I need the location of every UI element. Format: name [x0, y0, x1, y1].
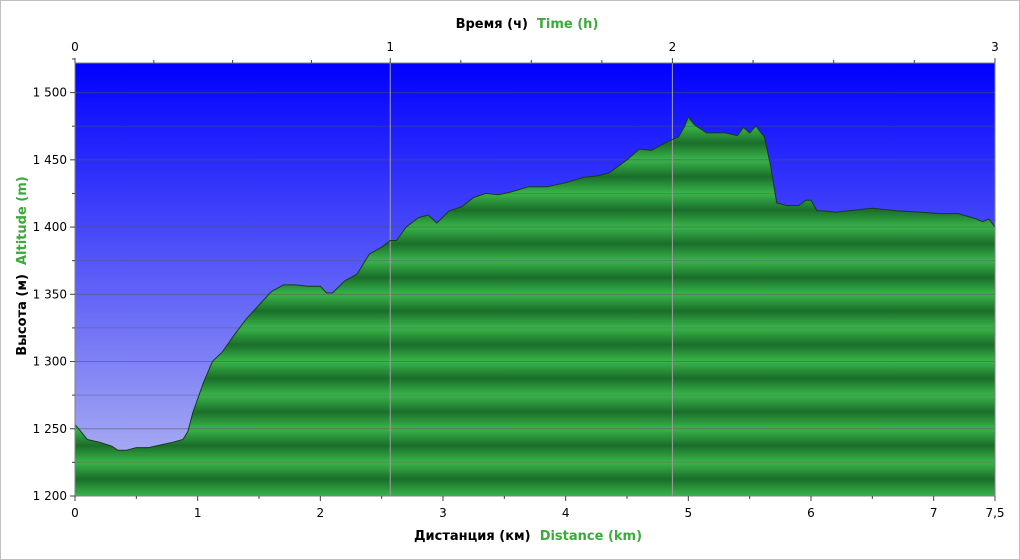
x-tick-label: 5	[685, 506, 693, 520]
x-axis-ticks: 0 1 2 3 4 5 6 7 7,5	[71, 496, 1005, 520]
x-tick-label: 3	[439, 506, 447, 520]
x-tick-label: 7	[930, 506, 938, 520]
altitude-series-line	[74, 115, 996, 451]
y-tick-label: 1 200	[33, 489, 67, 503]
time-axis-title-ru: Время (ч)	[456, 17, 528, 32]
area-band	[75, 395, 995, 429]
y-tick-label: 1 450	[33, 153, 67, 167]
time-axis-title-en: Time (h)	[537, 17, 598, 32]
time-tick-label: 3	[991, 40, 999, 54]
x-tick-label: 0	[71, 506, 79, 520]
x-tick-label: 7,5	[985, 506, 1004, 520]
x-tick-label: 1	[194, 506, 202, 520]
y-tick-label: 1 350	[33, 287, 67, 301]
distance-axis-title-ru: Дистанция (км)	[414, 529, 531, 544]
y-axis-ticks: 1 200 1 250 1 300 1 350 1 400 1 450 1 500	[33, 58, 75, 503]
y-tick-label: 1 400	[33, 220, 67, 234]
area-band	[75, 361, 995, 396]
time-gridlines	[389, 63, 673, 496]
y-tick-label: 1 500	[33, 86, 67, 100]
distance-axis-title: Дистанция (км) Distance (km)	[414, 525, 642, 544]
altitude-axis-title-ru: Высота (м)	[15, 274, 30, 356]
y-tick-label: 1 250	[33, 422, 67, 436]
time-tick-label: 2	[669, 40, 677, 54]
x-tick-label: 2	[317, 506, 325, 520]
plot-area-border	[74, 62, 996, 497]
x-tick-label: 4	[562, 506, 570, 520]
altitude-axis-title-en: Altitude (m)	[15, 176, 30, 265]
area-band	[75, 428, 995, 463]
y-tick-label: 1 300	[33, 355, 67, 369]
time-tick-label: 0	[71, 40, 79, 54]
time-tick-label: 1	[386, 40, 394, 54]
time-axis-ticks: 0 1 2 3	[71, 40, 999, 63]
area-band	[75, 462, 995, 496]
time-axis-title: Время (ч) Time (h)	[456, 13, 599, 32]
altitude-axis-title: Высота (м) Altitude (m)	[11, 176, 30, 355]
distance-axis-title-en: Distance (km)	[540, 529, 642, 544]
x-tick-label: 6	[807, 506, 815, 520]
